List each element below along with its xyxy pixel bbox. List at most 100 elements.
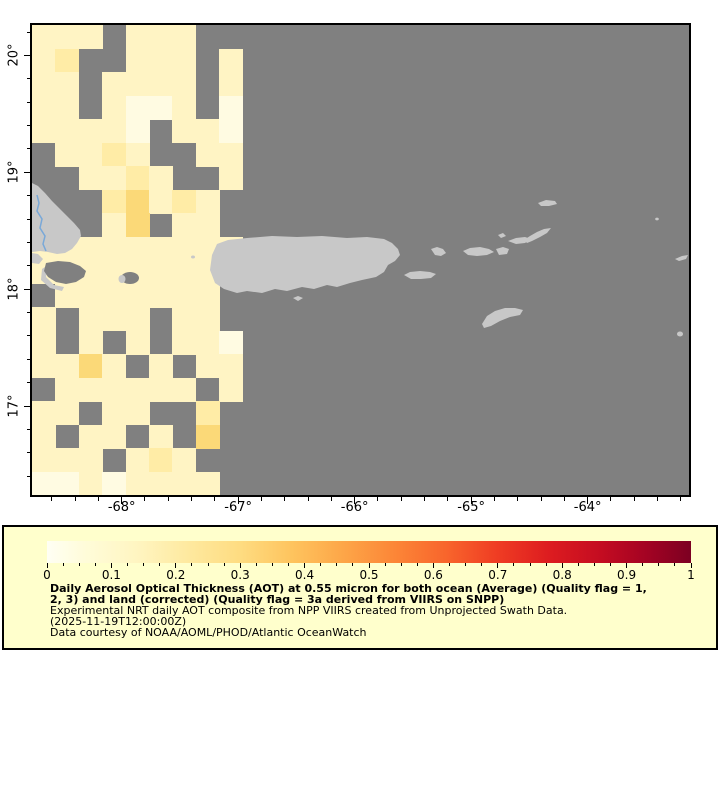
aot-cell — [78, 25, 103, 50]
colorbar-minor-tick — [78, 563, 80, 566]
aot-cell — [78, 307, 103, 332]
caption-timestamp: (2025-11-19T12:00:00Z) — [50, 615, 187, 628]
aot-cell — [125, 48, 150, 73]
aot-cell — [102, 377, 127, 402]
x-major-tick — [237, 497, 239, 504]
aot-cell — [149, 189, 173, 214]
aot-cell — [78, 424, 103, 449]
aot-cell — [149, 448, 173, 473]
aot-cell — [32, 25, 56, 50]
x-minor-tick — [51, 497, 53, 501]
colorbar-major-tick — [304, 563, 306, 568]
aot-cell — [55, 471, 80, 495]
aot-cell — [125, 72, 150, 97]
y-minor-tick — [26, 358, 30, 360]
aot-cell — [195, 189, 220, 214]
colorbar-minor-tick — [191, 563, 193, 566]
aot-cell — [149, 48, 173, 73]
aot-cell — [125, 25, 150, 50]
x-minor-tick — [493, 497, 495, 501]
aot-cell — [195, 119, 220, 144]
colorbar-minor-tick — [255, 563, 257, 566]
aot-cell — [172, 72, 197, 97]
island-vieques — [404, 271, 436, 279]
aot-cell — [195, 307, 220, 332]
x-major-tick — [587, 497, 589, 504]
x-major-tick — [470, 497, 472, 504]
legend-panel: 0 0.1 0.2 0.3 0.4 0.5 0.6 0.7 0.8 0.9 1 Daily Aero… — [2, 525, 718, 650]
y-minor-tick — [26, 31, 30, 33]
aot-cell — [102, 95, 127, 120]
aot-cell — [32, 354, 56, 379]
aot-cell — [55, 354, 80, 379]
aot-cell — [172, 448, 197, 473]
aot-cell — [55, 377, 80, 402]
colorbar-tick-label: 0 — [43, 568, 51, 582]
colorbar-minor-tick — [593, 563, 595, 566]
island-hispaniola-east-tip — [32, 183, 81, 254]
aot-cell — [32, 424, 56, 449]
aot-cell — [149, 424, 173, 449]
island-sombrero — [655, 217, 659, 221]
aot-cell — [149, 260, 173, 285]
island-mona-west-tip — [118, 275, 126, 283]
island-tortola — [508, 237, 531, 244]
y-axis-label: 17° — [6, 394, 22, 418]
colorbar-minor-tick — [642, 563, 644, 566]
y-minor-tick — [26, 78, 30, 80]
aot-cell — [32, 48, 56, 73]
y-minor-tick — [26, 241, 30, 243]
y-minor-tick — [26, 452, 30, 454]
colorbar-minor-tick — [271, 563, 273, 566]
aot-cell — [78, 448, 103, 473]
aot-cell — [149, 354, 173, 379]
colorbar-minor-tick — [610, 563, 611, 566]
aot-cell — [172, 260, 197, 285]
aot-cell — [125, 166, 150, 191]
x-minor-tick — [260, 497, 262, 501]
aot-cell — [219, 48, 244, 73]
island-mona-nodata — [121, 272, 139, 284]
aot-cell — [125, 448, 150, 473]
aot-cell — [195, 471, 220, 495]
x-minor-tick — [633, 497, 635, 501]
aot-cell — [78, 354, 103, 379]
x-minor-tick — [284, 497, 286, 501]
y-major-tick — [23, 54, 30, 56]
aot-cell — [78, 236, 103, 261]
island-anguilla — [675, 255, 688, 261]
colorbar-tick-label: 0.8 — [552, 568, 572, 582]
aot-cell — [219, 142, 244, 167]
caption-credit: Data courtesy of NOAA/AOML/PHOD/Atlantic… — [50, 626, 367, 639]
aot-cell — [219, 354, 244, 379]
aot-cell — [125, 471, 150, 495]
aot-cell — [195, 424, 220, 449]
aot-cell — [102, 307, 127, 332]
x-major-tick — [354, 497, 356, 504]
aot-cell — [55, 142, 80, 167]
aot-cell — [172, 189, 197, 214]
y-axis-label: 19° — [6, 160, 22, 184]
colorbar-major-tick — [690, 563, 692, 568]
colorbar-minor-tick — [288, 563, 289, 566]
colorbar-minor-tick — [674, 563, 676, 566]
x-minor-tick — [377, 497, 379, 501]
colorbar-minor-tick — [481, 563, 483, 566]
aot-cell — [149, 72, 173, 97]
colorbar-minor-tick — [159, 563, 161, 566]
x-major-tick — [121, 497, 123, 504]
x-minor-tick — [167, 497, 169, 501]
aot-cell — [172, 48, 197, 73]
y-minor-tick — [26, 312, 30, 314]
island-saba — [677, 331, 683, 337]
colorbar-minor-tick — [320, 563, 322, 566]
aot-cell — [32, 471, 56, 495]
island-st-thomas — [463, 247, 494, 256]
aot-cell — [78, 330, 103, 355]
colorbar-minor-tick — [529, 563, 531, 566]
x-minor-tick — [657, 497, 659, 501]
aot-cell — [219, 72, 244, 97]
aot-cell — [149, 166, 173, 191]
aot-cell — [172, 471, 197, 495]
island-puerto-rico — [210, 236, 400, 293]
